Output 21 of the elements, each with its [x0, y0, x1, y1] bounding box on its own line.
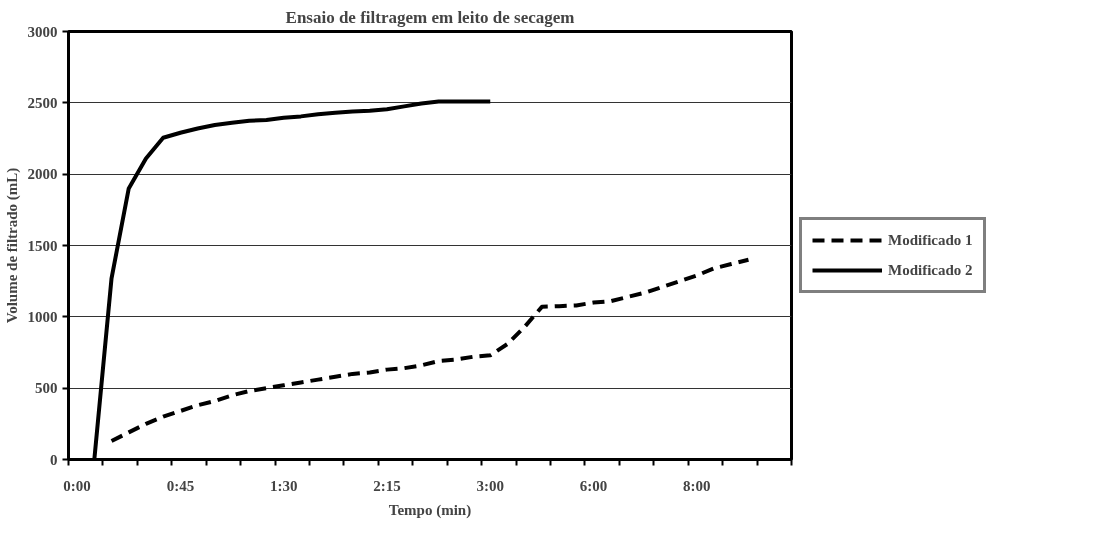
x-tick-label: 0:45 [166, 477, 195, 494]
x-tick-label: 2:15 [373, 477, 401, 494]
x-tick-label: 6:00 [579, 477, 608, 494]
x-tick-label: 1:30 [269, 477, 298, 494]
y-tick-label: 2000 [27, 166, 58, 183]
y-tick-label: 1500 [27, 237, 58, 254]
y-tick-label: 500 [35, 380, 58, 397]
y-tick-label: 2500 [27, 94, 58, 111]
x-tick-label: 8:00 [683, 477, 711, 494]
legend-label: Modificado 2 [888, 261, 973, 279]
x-tick-label: 0:00 [63, 477, 91, 494]
y-tick-label: 0 [50, 451, 58, 468]
x-tick-label: 3:00 [476, 477, 504, 494]
x-axis-title: Tempo (min) [388, 501, 472, 519]
line-series [109, 257, 751, 443]
line-series [92, 99, 493, 460]
y-axis-title: Volume de filtrado (mL) [3, 167, 21, 324]
y-tick-label: 3000 [27, 23, 58, 40]
y-tick-label: 1000 [27, 308, 58, 325]
chart-title: Ensaio de filtragem em leito de secagem [285, 7, 575, 27]
legend-label: Modificado 1 [888, 231, 973, 249]
